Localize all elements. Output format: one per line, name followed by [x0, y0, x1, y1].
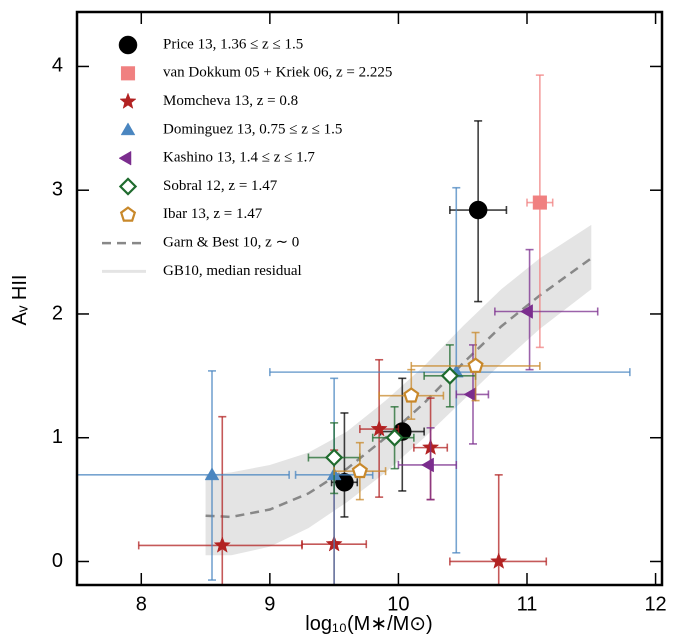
y-tick-label: 3 — [52, 178, 63, 200]
y-tick-label: 1 — [52, 426, 63, 448]
marker — [370, 419, 388, 437]
legend-label: Momcheva 13, z = 0.8 — [163, 93, 298, 109]
marker — [351, 462, 368, 479]
marker — [213, 536, 231, 553]
legend-label: Garn & Best 10, z ∼ 0 — [163, 235, 299, 251]
marker — [118, 35, 138, 55]
legend-label: GB10, median residual — [163, 263, 302, 279]
marker — [324, 448, 344, 467]
x-tick-label: 8 — [136, 593, 147, 615]
y-tick-label: 0 — [52, 550, 63, 572]
marker — [119, 206, 137, 222]
legend-label: Dominguez 13, 0.75 ≤ z ≤ 1.5 — [163, 121, 342, 137]
legend-label: Sobral 12, z = 1.47 — [163, 178, 278, 194]
y-tick-label: 2 — [52, 302, 63, 324]
marker — [120, 122, 136, 136]
x-tick-label: 12 — [644, 593, 666, 615]
legend-label: Ibar 13, z = 1.47 — [163, 206, 263, 222]
marker — [532, 195, 547, 210]
legend-label: Price 13, 1.36 ≤ z ≤ 1.5 — [163, 36, 303, 52]
legend-label: van Dokkum 05 + Kriek 06, z = 2.225 — [163, 65, 392, 81]
plot-frame — [75, 10, 664, 587]
marker — [520, 304, 533, 319]
x-tick-label: 10 — [387, 593, 409, 615]
plot-area — [77, 74, 631, 585]
x-tick-label: 9 — [264, 593, 275, 615]
marker — [403, 387, 420, 403]
marker — [467, 357, 484, 373]
marker — [468, 200, 488, 220]
marker — [440, 366, 460, 385]
marker — [385, 428, 404, 447]
marker — [118, 150, 132, 166]
legend-label: Kashino 13, 1.4 ≤ z ≤ 1.7 — [163, 150, 315, 166]
y-tick-label: 4 — [52, 55, 63, 77]
marker — [204, 467, 220, 481]
x-tick-label: 11 — [517, 593, 538, 615]
marker — [119, 92, 137, 109]
marker — [118, 177, 138, 196]
residual-band — [205, 224, 592, 556]
marker — [490, 552, 508, 569]
marker — [421, 457, 434, 473]
y-axis-label: Aᵥ HII — [9, 275, 31, 326]
marker — [120, 66, 136, 81]
x-axis-label: log₁₀(M∗/M⊙) — [305, 613, 432, 635]
